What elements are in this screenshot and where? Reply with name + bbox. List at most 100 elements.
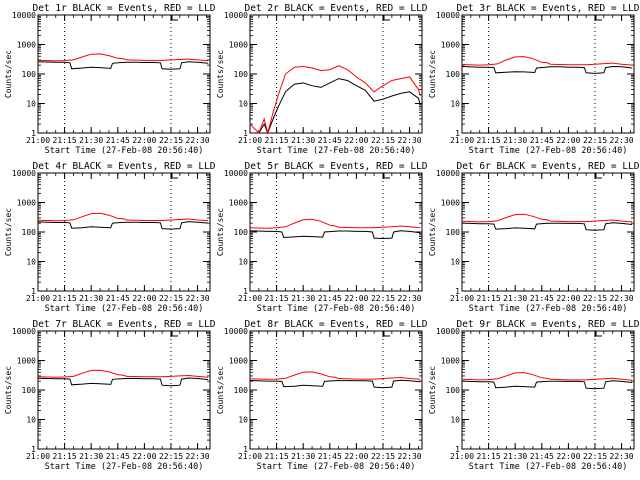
x-tick-label: 21:00 — [450, 294, 474, 303]
x-axis-label: Start Time (27-Feb-08 20:56:40) — [45, 146, 204, 156]
plot-frame — [461, 330, 635, 450]
series-lld-line — [37, 369, 209, 378]
x-tick-label: 21:15 — [477, 294, 501, 303]
series-events-line — [37, 61, 209, 70]
y-tick-label: 100 — [234, 386, 249, 395]
x-tick-label: 21:30 — [79, 294, 103, 303]
interval-bracket — [383, 173, 390, 179]
y-tick-label: 1 — [455, 287, 460, 296]
y-tick-label: 1000 — [229, 41, 248, 50]
x-tick-label: 21:15 — [53, 136, 77, 145]
x-tick-label: 21:15 — [265, 452, 289, 461]
x-tick-label: 22:00 — [556, 452, 580, 461]
panel-title: Det 4r BLACK = Events, RED = LLD — [32, 161, 215, 172]
series-lld-line — [461, 56, 633, 66]
x-tick-label: 22:00 — [344, 452, 368, 461]
interval-bracket — [383, 15, 390, 21]
y-axis-label: Counts/sec — [4, 208, 13, 256]
x-tick-label: 22:00 — [132, 136, 156, 145]
x-tick-label: 22:15 — [583, 452, 607, 461]
interval-bracket — [595, 331, 602, 337]
y-tick-label: 10000 — [224, 11, 248, 20]
x-tick-label: 21:00 — [450, 452, 474, 461]
panel-title: Det 8r BLACK = Events, RED = LLD — [244, 319, 427, 330]
x-tick-label: 21:15 — [477, 136, 501, 145]
x-tick-label: 22:15 — [583, 136, 607, 145]
y-axis-label: Counts/sec — [216, 366, 225, 414]
panel-title: Det 5r BLACK = Events, RED = LLD — [244, 161, 427, 172]
panel-title: Det 6r BLACK = Events, RED = LLD — [456, 161, 639, 172]
x-tick-label: 21:00 — [26, 136, 50, 145]
x-tick-label: 21:30 — [291, 136, 315, 145]
series-lld-line — [461, 372, 633, 381]
y-tick-label: 1000 — [441, 41, 460, 50]
x-tick-label: 22:30 — [398, 452, 422, 461]
y-tick-label: 10000 — [436, 11, 460, 20]
y-tick-label: 10000 — [12, 11, 36, 20]
y-axis-label: Counts/sec — [216, 50, 225, 98]
x-tick-label: 22:00 — [132, 294, 156, 303]
series-lld-line — [249, 371, 421, 380]
y-tick-label: 100 — [234, 228, 249, 237]
panel-title: Det 3r BLACK = Events, RED = LLD — [456, 3, 639, 14]
x-tick-label: 22:30 — [186, 294, 210, 303]
panel-det-5: Det 5r BLACK = Events, RED = LLD 1 10 100 10… — [216, 161, 428, 314]
y-axis-label: Counts/sec — [4, 366, 13, 414]
x-tick-label: 21:30 — [291, 452, 315, 461]
x-tick-label: 22:00 — [556, 136, 580, 145]
y-tick-label: 10000 — [436, 169, 460, 178]
plot-frame — [37, 14, 211, 134]
x-tick-label: 21:45 — [530, 294, 554, 303]
panel-title: Det 1r BLACK = Events, RED = LLD — [32, 3, 215, 14]
x-tick-label: 22:15 — [159, 136, 183, 145]
panel-det-4: Det 4r BLACK = Events, RED = LLD 1 10 100 10… — [4, 161, 216, 314]
y-tick-label: 1 — [243, 287, 248, 296]
x-tick-label: 22:15 — [371, 136, 395, 145]
series-events-line — [250, 78, 421, 135]
y-tick-label: 10000 — [436, 327, 460, 336]
y-axis-label: Counts/sec — [4, 50, 13, 98]
y-tick-label: 1 — [455, 129, 460, 138]
series-events-line — [249, 379, 421, 389]
interval-bracket — [171, 15, 178, 21]
x-tick-label: 22:30 — [610, 136, 634, 145]
x-tick-label: 22:00 — [344, 136, 368, 145]
y-tick-label: 10000 — [12, 327, 36, 336]
x-tick-label: 21:15 — [265, 136, 289, 145]
plot-frame — [37, 172, 211, 292]
x-tick-label: 22:15 — [583, 294, 607, 303]
series-lld-line — [37, 212, 209, 222]
x-tick-label: 21:30 — [503, 136, 527, 145]
y-tick-label: 100 — [446, 228, 461, 237]
x-axis-label: Start Time (27-Feb-08 20:56:40) — [257, 304, 416, 314]
series-lld-line — [249, 65, 421, 134]
panel-det-3: Det 3r BLACK = Events, RED = LLD 1 10 100 10… — [428, 3, 640, 156]
x-tick-label: 21:15 — [53, 294, 77, 303]
y-tick-label: 10000 — [224, 169, 248, 178]
y-tick-label: 1000 — [17, 41, 36, 50]
y-tick-label: 100 — [22, 228, 37, 237]
x-tick-label: 22:30 — [398, 136, 422, 145]
y-tick-label: 10 — [450, 258, 460, 267]
y-tick-label: 10 — [238, 258, 248, 267]
x-tick-label: 21:45 — [530, 452, 554, 461]
x-tick-label: 21:00 — [238, 294, 262, 303]
y-axis-label: Counts/sec — [428, 50, 437, 98]
y-tick-label: 1 — [243, 129, 248, 138]
y-tick-label: 10 — [26, 100, 36, 109]
y-tick-label: 1 — [31, 445, 36, 454]
plot-frame — [249, 330, 423, 450]
x-axis-label: Start Time (27-Feb-08 20:56:40) — [257, 146, 416, 156]
x-tick-label: 21:00 — [238, 136, 262, 145]
series-lld-line — [461, 213, 633, 223]
series-lld-line — [37, 53, 209, 62]
y-axis-label: Counts/sec — [428, 208, 437, 256]
series-events-line — [37, 221, 209, 230]
panel-det-2: Det 2r BLACK = Events, RED = LLD 1 10 100 10… — [216, 3, 428, 156]
y-tick-label: 1000 — [229, 357, 248, 366]
y-tick-label: 100 — [234, 70, 249, 79]
panel-title: Det 7r BLACK = Events, RED = LLD — [32, 319, 215, 330]
y-tick-label: 1000 — [441, 199, 460, 208]
interval-bracket — [595, 173, 602, 179]
x-tick-label: 21:45 — [318, 294, 342, 303]
